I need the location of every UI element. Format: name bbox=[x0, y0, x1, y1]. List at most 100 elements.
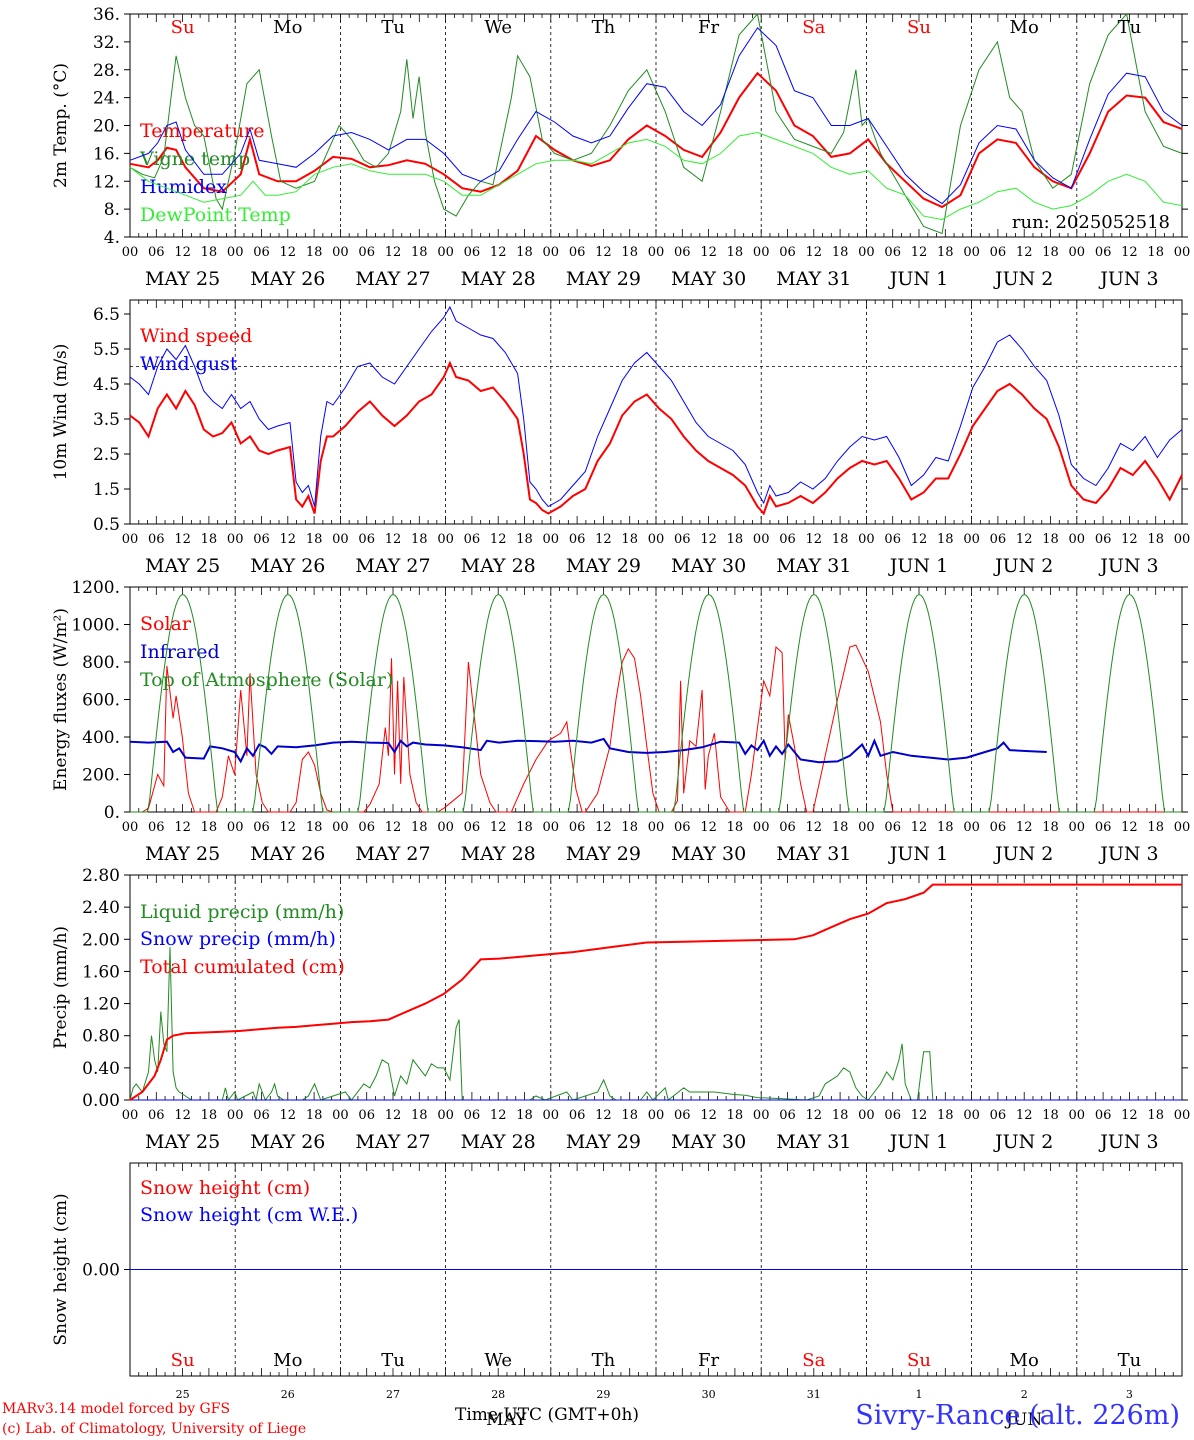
hour-tick-label: 18 bbox=[621, 1108, 638, 1123]
hour-tick-label: 00 bbox=[437, 245, 454, 260]
date-label: MAY 31 bbox=[776, 268, 851, 290]
hour-tick-label: 12 bbox=[1121, 245, 1138, 260]
hour-tick-label: 12 bbox=[280, 820, 297, 835]
hour-tick-label: 00 bbox=[122, 1108, 139, 1123]
hour-tick-label: 12 bbox=[280, 245, 297, 260]
date-label: MAY 28 bbox=[461, 555, 536, 577]
hour-tick-label: 06 bbox=[358, 1108, 375, 1123]
hour-tick-label: 00 bbox=[858, 532, 875, 547]
hour-tick-label: 00 bbox=[1174, 820, 1191, 835]
hour-tick-label: 18 bbox=[306, 1108, 323, 1123]
date-label: MAY 30 bbox=[671, 555, 746, 577]
hour-tick-label: 06 bbox=[884, 1108, 901, 1123]
bottom-date-label: 2 bbox=[1021, 1388, 1028, 1401]
series-line-temp-3 bbox=[129, 131, 1183, 221]
bottom-date-label: 30 bbox=[702, 1388, 716, 1401]
series-line-wind-1 bbox=[129, 305, 1183, 508]
hour-tick-label: 06 bbox=[779, 245, 796, 260]
date-label: MAY 29 bbox=[566, 843, 641, 865]
hour-tick-label: 06 bbox=[569, 245, 586, 260]
date-label: MAY 28 bbox=[461, 1131, 536, 1153]
weekday-label: Sa bbox=[802, 17, 825, 38]
y-tick-label-precip: 0.00 bbox=[82, 1091, 120, 1111]
date-label: JUN 2 bbox=[993, 1131, 1053, 1153]
hour-tick-label: 18 bbox=[937, 1108, 954, 1123]
hour-tick-label: 12 bbox=[911, 820, 928, 835]
date-label: MAY 27 bbox=[355, 555, 430, 577]
hour-tick-label: 06 bbox=[464, 1108, 481, 1123]
station-name: Sivry-Rance (alt. 226m) bbox=[855, 1400, 1180, 1431]
hour-tick-label: 18 bbox=[621, 532, 638, 547]
hour-tick-label: 12 bbox=[490, 1108, 507, 1123]
bottom-date-label: 28 bbox=[491, 1388, 505, 1401]
hour-tick-label: 18 bbox=[201, 1108, 218, 1123]
hour-tick-label: 06 bbox=[569, 820, 586, 835]
credit-line-1: MARv3.14 model forced by GFS bbox=[2, 1401, 231, 1417]
date-label: MAY 30 bbox=[671, 1131, 746, 1153]
weekday-label: Fr bbox=[698, 17, 719, 38]
y-tick-label-energy: 200. bbox=[82, 766, 120, 786]
hour-tick-label: 12 bbox=[1016, 532, 1033, 547]
hour-tick-label: 12 bbox=[385, 245, 402, 260]
bottom-date-label: 26 bbox=[281, 1388, 295, 1401]
hour-tick-label: 06 bbox=[253, 820, 270, 835]
hour-tick-label: 06 bbox=[569, 1108, 586, 1123]
hour-tick-label: 12 bbox=[595, 245, 612, 260]
hour-tick-label: 06 bbox=[1095, 532, 1112, 547]
hour-tick-label: 00 bbox=[437, 1108, 454, 1123]
x-axis-title: Time UTC (GMT+0h) bbox=[455, 1405, 640, 1425]
hour-tick-label: 18 bbox=[727, 532, 744, 547]
y-tick-label-wind: 0.5 bbox=[93, 515, 120, 535]
y-tick-label-energy: 400. bbox=[82, 728, 120, 748]
legend-precip-1: Snow precip (mm/h) bbox=[140, 928, 336, 950]
hour-tick-label: 18 bbox=[727, 1108, 744, 1123]
legend-snow-0: Snow height (cm) bbox=[140, 1177, 310, 1199]
y-tick-label-temp: 24. bbox=[93, 89, 120, 109]
hour-tick-label: 00 bbox=[122, 532, 139, 547]
y-tick-label-energy: 800. bbox=[82, 653, 120, 673]
date-label: JUN 1 bbox=[888, 843, 948, 865]
y-tick-label-precip: 0.80 bbox=[82, 1027, 120, 1047]
legend-temp-2: Humidex bbox=[140, 176, 227, 198]
date-label: JUN 1 bbox=[888, 555, 948, 577]
y-tick-label-snow: 0.00 bbox=[82, 1261, 120, 1281]
hour-tick-label: 00 bbox=[332, 532, 349, 547]
date-label: JUN 1 bbox=[888, 1131, 948, 1153]
date-label: JUN 1 bbox=[888, 268, 948, 290]
hour-tick-label: 06 bbox=[674, 820, 691, 835]
hour-tick-label: 12 bbox=[1121, 532, 1138, 547]
hour-tick-label: 18 bbox=[411, 245, 428, 260]
hour-tick-label: 18 bbox=[1147, 1108, 1164, 1123]
hour-tick-label: 00 bbox=[1069, 820, 1086, 835]
series-line-precip-2 bbox=[129, 883, 1182, 1101]
y-tick-label-temp: 8. bbox=[104, 200, 120, 220]
legend-wind-1: Wind gust bbox=[140, 353, 238, 375]
hour-tick-label: 12 bbox=[700, 532, 717, 547]
series-line-temp-0 bbox=[129, 71, 1183, 209]
hour-tick-label: 06 bbox=[148, 820, 165, 835]
hour-tick-label: 00 bbox=[332, 1108, 349, 1123]
hour-tick-label: 12 bbox=[595, 1108, 612, 1123]
date-label: MAY 28 bbox=[461, 843, 536, 865]
hour-tick-label: 18 bbox=[411, 820, 428, 835]
y-tick-label-temp: 12. bbox=[93, 172, 120, 192]
hour-tick-label: 06 bbox=[464, 820, 481, 835]
weekday-label-bottom: We bbox=[484, 1350, 512, 1371]
hour-tick-label: 18 bbox=[306, 245, 323, 260]
hour-tick-label: 06 bbox=[884, 245, 901, 260]
hour-tick-label: 18 bbox=[1042, 1108, 1059, 1123]
weekday-label: Mo bbox=[1010, 17, 1039, 38]
hour-tick-label: 00 bbox=[437, 532, 454, 547]
weekday-label-bottom: Sa bbox=[802, 1350, 825, 1371]
weekday-label: Mo bbox=[273, 17, 302, 38]
hour-tick-label: 00 bbox=[122, 820, 139, 835]
hour-tick-label: 00 bbox=[437, 820, 454, 835]
hour-tick-label: 06 bbox=[253, 1108, 270, 1123]
hour-tick-label: 12 bbox=[174, 245, 191, 260]
series-line-energy-0 bbox=[130, 644, 1182, 813]
hour-tick-label: 18 bbox=[832, 532, 849, 547]
hour-tick-label: 06 bbox=[358, 820, 375, 835]
date-label: MAY 25 bbox=[145, 843, 220, 865]
hour-tick-label: 18 bbox=[516, 1108, 533, 1123]
bottom-date-label: 31 bbox=[807, 1388, 821, 1401]
